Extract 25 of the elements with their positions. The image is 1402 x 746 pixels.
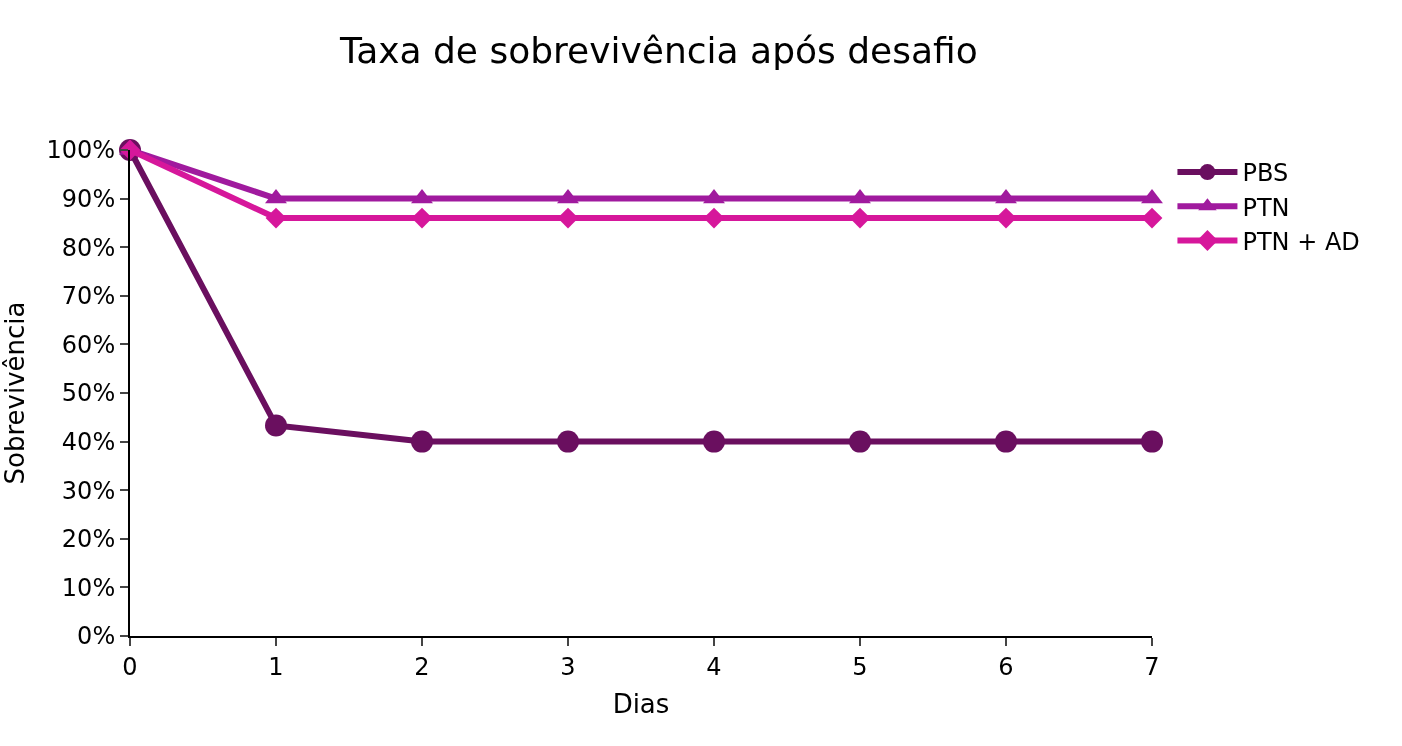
legend-label: PBS bbox=[1242, 159, 1289, 188]
y-tick-label: 10% bbox=[61, 573, 116, 602]
y-tick-label: 50% bbox=[61, 379, 116, 408]
y-tick-label: 60% bbox=[61, 330, 116, 359]
x-tick-label: 0 bbox=[122, 652, 138, 681]
y-tick-label: 70% bbox=[61, 282, 116, 311]
y-tick-label: 0% bbox=[77, 622, 116, 651]
x-tick-label: 2 bbox=[414, 652, 430, 681]
y-tick-label: 90% bbox=[61, 185, 116, 213]
x-tick-label: 3 bbox=[560, 652, 576, 681]
y-tick-label: 100% bbox=[46, 136, 116, 165]
x-axis-title: Dias bbox=[612, 689, 670, 719]
y-tick-label: 80% bbox=[61, 233, 116, 262]
y-tick-label: 20% bbox=[61, 525, 116, 554]
legend-label: PTN + AD bbox=[1242, 227, 1360, 256]
x-tick-label: 6 bbox=[998, 652, 1014, 681]
y-tick-label: 30% bbox=[61, 476, 116, 505]
y-axis-title: Sobrevivência bbox=[0, 301, 30, 485]
x-tick-label: 7 bbox=[1144, 652, 1160, 681]
legend-label: PTN bbox=[1242, 193, 1290, 222]
x-tick-label: 5 bbox=[852, 652, 868, 681]
chart-title: Taxa de sobrevivência após desafio bbox=[339, 29, 978, 71]
y-tick-label: 40% bbox=[61, 428, 116, 456]
x-tick-label: 1 bbox=[268, 652, 284, 681]
x-tick-label: 4 bbox=[706, 652, 722, 681]
